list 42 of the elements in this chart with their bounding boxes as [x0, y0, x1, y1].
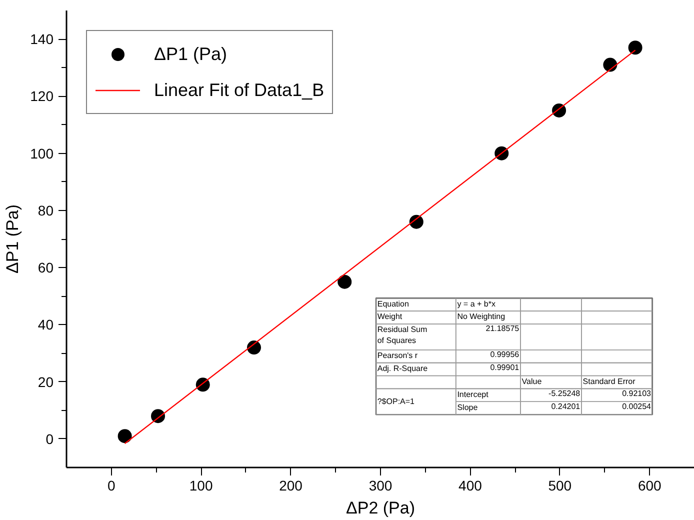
annotation: Adj. R-Square — [377, 364, 428, 373]
point — [118, 429, 132, 444]
x-axis-title: ΔP2 (Pa) — [346, 498, 416, 518]
point — [628, 40, 642, 55]
y-tick-label: 20 — [38, 374, 54, 390]
annotation: y = a + b*x — [457, 299, 496, 308]
x-tick-label: 300 — [368, 478, 392, 494]
annotation: 0.99901 — [490, 362, 520, 372]
y-tick-label: 60 — [38, 260, 54, 276]
annotation: Residual Sum of Squares — [377, 325, 428, 345]
annotation: Intercept — [457, 390, 490, 399]
y-tick-label: 40 — [38, 316, 54, 333]
legend-label: Linear Fit of Data1_B — [154, 80, 324, 100]
y-tick-label: 80 — [38, 202, 54, 218]
annotation: No Weighting — [457, 312, 506, 322]
annotation: Equation — [377, 299, 409, 308]
annotation: 0.24201 — [551, 402, 581, 411]
x-tick-label: 0 — [107, 478, 116, 494]
annotation: ?$OP:A=1 — [377, 397, 416, 406]
annotation: Pearson's r — [377, 351, 418, 360]
y-tick-label: 140 — [30, 31, 54, 48]
y-tick-label: 120 — [30, 88, 54, 104]
annotation: Weight — [377, 312, 403, 322]
y-tick-label: 100 — [30, 145, 54, 162]
legend-label: ΔP1 (Pa) — [154, 44, 228, 64]
x-tick-label: 400 — [458, 478, 482, 494]
x-tick-label: 200 — [279, 478, 303, 494]
point — [338, 274, 352, 289]
x-tick-label: 600 — [638, 478, 662, 494]
x-tick-label: 500 — [548, 478, 572, 494]
annotation: -5.25248 — [548, 388, 581, 398]
annotation: 21.18575 — [486, 324, 520, 334]
x-tick-label: 100 — [189, 478, 213, 494]
annotation: Slope — [457, 402, 478, 412]
annotation: 0.00254 — [622, 402, 652, 411]
annotation: 0.92103 — [622, 388, 652, 398]
y-tick-label: 0 — [46, 430, 54, 447]
annotation: Value — [522, 376, 542, 386]
point — [603, 58, 618, 72]
annotation: Standard Error — [582, 376, 636, 386]
y-axis-title: ΔP1 (Pa) — [3, 204, 22, 274]
annotation: 0.99956 — [490, 350, 520, 360]
